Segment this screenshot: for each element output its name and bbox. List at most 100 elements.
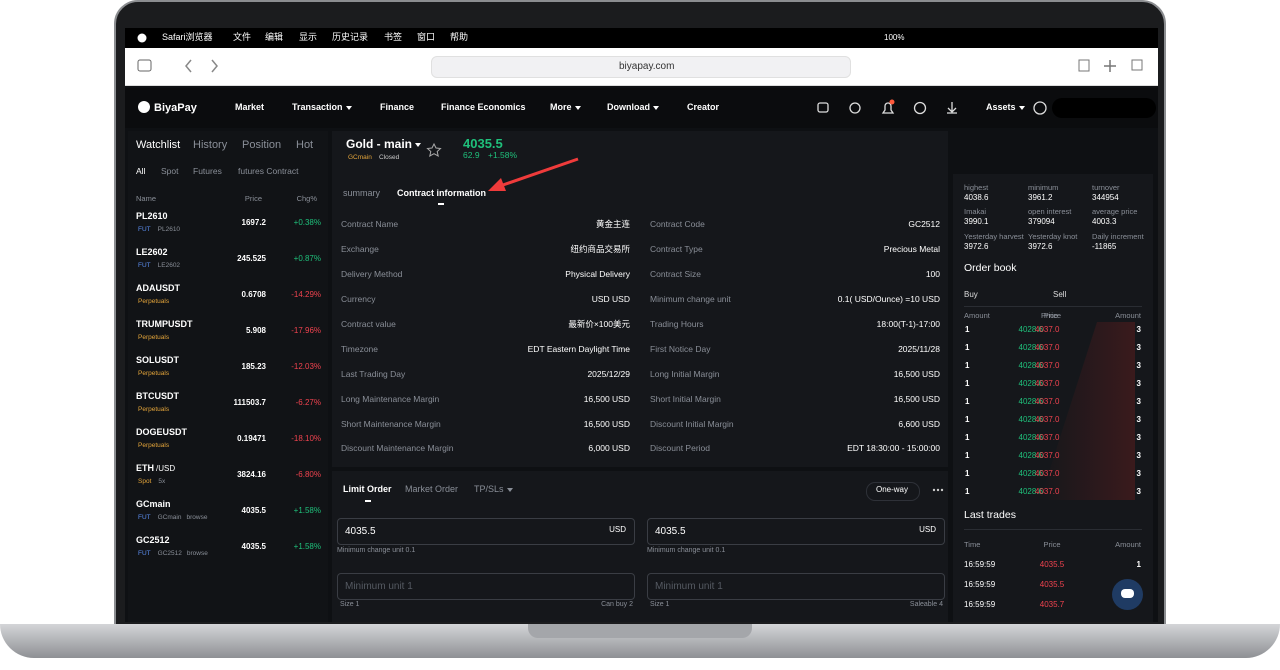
symbol[interactable]: ETH bbox=[136, 463, 154, 474]
sidebar-icon[interactable] bbox=[137, 59, 152, 72]
order-tab[interactable]: TP/SLs bbox=[474, 484, 513, 495]
symbol[interactable]: BTCUSDT bbox=[136, 391, 179, 402]
one-way-button[interactable] bbox=[866, 482, 920, 501]
nav-item[interactable]: Assets bbox=[986, 102, 1025, 113]
tabs-icon[interactable] bbox=[1131, 59, 1143, 71]
side-tab[interactable]: Buy bbox=[964, 289, 978, 299]
price: 185.23 bbox=[241, 361, 266, 371]
filter[interactable]: Spot bbox=[161, 166, 179, 177]
nav-icons[interactable] bbox=[817, 101, 1047, 115]
menu-item[interactable]: 窗口 bbox=[417, 32, 436, 43]
sub-label: browse bbox=[186, 549, 208, 557]
watchlist-tab[interactable]: Position bbox=[242, 138, 282, 151]
watchlist-tab[interactable]: Watchlist bbox=[136, 138, 181, 151]
buy-price: 4028.6 bbox=[1018, 360, 1043, 370]
buy-price: 4028.6 bbox=[1018, 468, 1043, 478]
order-tab[interactable]: Market Order bbox=[405, 484, 459, 495]
favorite-star[interactable] bbox=[426, 142, 442, 157]
menu-item[interactable]: 文件 bbox=[233, 32, 252, 43]
nav-item[interactable]: More bbox=[550, 102, 581, 113]
field-label: Short Maintenance Margin bbox=[341, 418, 441, 429]
stat-label: Imakai bbox=[964, 207, 987, 217]
nav-item[interactable]: Creator bbox=[687, 102, 720, 113]
field-value: EDT 18:30:00 - 15:00:00 bbox=[847, 443, 940, 454]
watchlist-tab[interactable]: Hot bbox=[296, 138, 314, 151]
nav-item[interactable]: Download bbox=[607, 102, 659, 113]
menu-item[interactable]: Safari浏览器 bbox=[162, 32, 213, 43]
menu-item[interactable]: 编辑 bbox=[265, 32, 284, 43]
nav-item[interactable]: Finance bbox=[380, 102, 415, 113]
symbol[interactable]: DOGEUSDT bbox=[136, 427, 188, 438]
field-label: Trading Hours bbox=[650, 318, 704, 329]
more-dots[interactable] bbox=[932, 488, 944, 492]
placeholder: Minimum unit 1 bbox=[345, 580, 413, 592]
price: 0.19471 bbox=[237, 433, 266, 443]
field-value: EDT Eastern Daylight Time bbox=[527, 343, 630, 354]
filter[interactable]: Futures bbox=[193, 166, 222, 177]
symbol[interactable]: GC2512 bbox=[136, 535, 170, 546]
size-label: Size 1 bbox=[650, 601, 670, 609]
watchlist-tab[interactable]: History bbox=[193, 138, 228, 151]
field-value: 2025/11/28 bbox=[898, 343, 940, 354]
symbol[interactable]: ADAUSDT bbox=[136, 283, 180, 294]
buy-price: 4028.6 bbox=[1018, 378, 1043, 388]
buy-amount: 1 bbox=[965, 324, 970, 334]
nav-item[interactable]: Transaction bbox=[292, 102, 352, 113]
menu-item[interactable]: 历史记录 bbox=[332, 32, 369, 43]
tab[interactable]: summary bbox=[343, 188, 381, 199]
stat-label: open interest bbox=[1028, 207, 1072, 217]
field-value: 纽约商品交易所 bbox=[570, 244, 630, 255]
sell-price: 4037.0 bbox=[1035, 324, 1060, 334]
price-input[interactable] bbox=[337, 518, 635, 545]
nav-item[interactable]: Finance Economics bbox=[441, 102, 526, 113]
menu-item[interactable]: 书签 bbox=[384, 32, 403, 43]
field-value: 6,000 USD bbox=[588, 443, 630, 454]
menu-item[interactable]: 显示 bbox=[299, 32, 318, 43]
filter[interactable]: All bbox=[136, 166, 146, 177]
instrument-name[interactable]: Gold - main bbox=[346, 138, 421, 151]
symbol[interactable]: TRUMPUSDT bbox=[136, 319, 193, 330]
last-price: 4035.5 bbox=[463, 135, 503, 151]
order-tab[interactable]: Limit Order bbox=[343, 484, 392, 495]
tag: FUT bbox=[138, 513, 151, 521]
menubar bbox=[125, 28, 1158, 48]
field-label: Discount Initial Margin bbox=[650, 418, 734, 429]
menu-item[interactable]: 帮助 bbox=[450, 32, 469, 43]
price-input[interactable] bbox=[647, 518, 945, 545]
trade-time: 16:59:59 bbox=[964, 579, 996, 589]
stat-label: Yesterday harvest bbox=[964, 231, 1024, 241]
trade-price: 4035.5 bbox=[1039, 559, 1065, 569]
field-value: 16,500 USD bbox=[583, 393, 630, 404]
stat-label: Daily increment bbox=[1092, 231, 1144, 241]
tag: FUT bbox=[138, 261, 151, 269]
side-tab[interactable]: Sell bbox=[1053, 289, 1067, 299]
stat-value: 4003.3 bbox=[1092, 217, 1117, 227]
position-mode[interactable]: One-way bbox=[875, 484, 908, 494]
symbol[interactable]: PL2610 bbox=[136, 211, 168, 222]
symbol[interactable]: SOLUSDT bbox=[136, 355, 180, 366]
sell-amount: 3 bbox=[1136, 378, 1141, 388]
share-icon[interactable] bbox=[1078, 59, 1090, 72]
symbol[interactable]: GCmain bbox=[136, 499, 171, 510]
field-value: 16,500 USD bbox=[583, 418, 630, 429]
tab[interactable]: Contract information bbox=[397, 188, 486, 199]
address-bar[interactable] bbox=[431, 56, 851, 78]
nav-item[interactable]: Market bbox=[235, 102, 265, 113]
symbol[interactable]: LE2602 bbox=[136, 247, 168, 258]
instrument-panel bbox=[332, 131, 948, 467]
new-tab-icon[interactable] bbox=[1104, 60, 1116, 72]
back-forward-icons[interactable] bbox=[185, 59, 218, 73]
available: Can buy 2 bbox=[601, 601, 633, 609]
size-input[interactable] bbox=[647, 573, 945, 600]
filter[interactable]: futures Contract bbox=[238, 166, 299, 177]
stat-value: -11865 bbox=[1092, 241, 1117, 251]
change: +1.58% bbox=[293, 505, 321, 515]
price: 1697.2 bbox=[241, 217, 266, 227]
trade-amount: 1 bbox=[1136, 559, 1141, 569]
field-label: Delivery Method bbox=[341, 269, 403, 280]
stat-value: 3961.2 bbox=[1028, 192, 1053, 202]
field-value: 6,600 USD bbox=[898, 418, 940, 429]
size-input[interactable] bbox=[337, 573, 635, 600]
sell-amount: 3 bbox=[1136, 432, 1141, 442]
